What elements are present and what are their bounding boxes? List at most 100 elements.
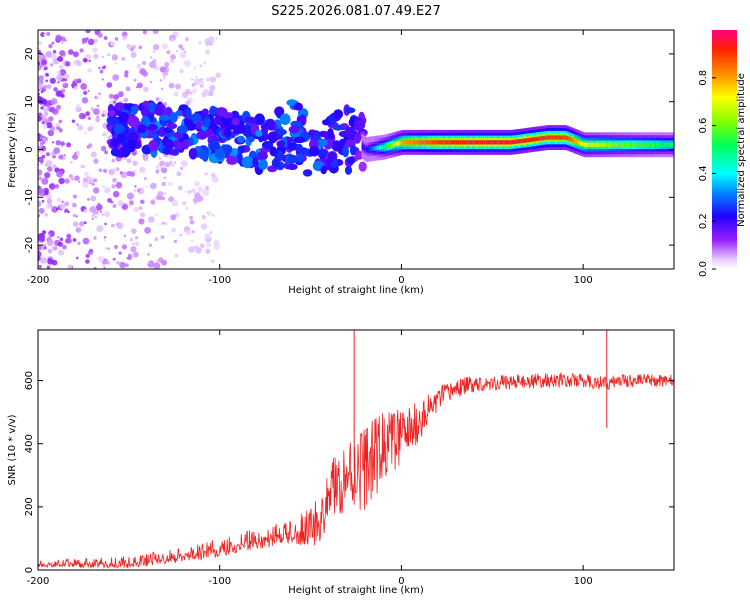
spectrogram-ridge-cell: [392, 142, 395, 147]
spectrogram-noise-cell: [75, 256, 79, 260]
spectrogram-noise-cell: [179, 69, 184, 74]
spectrogram-noise-cell: [55, 34, 62, 42]
spectrogram-noise-cell: [67, 210, 70, 214]
spectrogram-noise-cell: [107, 136, 111, 140]
spectrogram-blob: [344, 165, 353, 175]
spectrogram-noise-cell: [158, 223, 161, 226]
spectrogram-noise-cell: [46, 160, 53, 167]
spectrogram-noise-cell: [180, 167, 184, 170]
chart-title: S225.2026.081.07.49.E27: [271, 4, 440, 19]
spectrogram-noise-cell: [112, 74, 119, 81]
spectrogram-noise-cell: [130, 254, 135, 259]
spectrogram-noise-cell: [140, 189, 144, 193]
spectrogram-blob: [317, 138, 329, 147]
spectrogram-noise-cell: [42, 123, 48, 129]
spectrogram-noise-cell: [153, 262, 161, 269]
spectrogram-noise-cell: [100, 145, 107, 152]
spectrogram-noise-cell: [38, 87, 42, 91]
spectrogram-noise-cell: [97, 255, 104, 263]
spectrogram-noise-cell: [67, 264, 73, 269]
spectrogram-noise-cell: [210, 259, 215, 264]
snr-x-ticks: -200 -100 0 100: [27, 330, 593, 587]
spectrogram-blob: [271, 158, 281, 168]
spectrogram-noise-cell: [93, 236, 97, 240]
spectrogram-noise-cell: [86, 175, 90, 180]
spectrogram-ridge-cell: [660, 142, 663, 147]
spectrogram-noise-cell: [160, 235, 165, 240]
spectrogram-ridge-cell: [638, 142, 641, 147]
spectrogram-noise-cell: [170, 214, 177, 221]
spectrogram-noise-cell: [122, 37, 126, 41]
spectrogram-blob: [127, 139, 137, 148]
spectrogram-noise-cell: [87, 249, 94, 255]
spectrogram-blob: [118, 112, 129, 123]
spectrogram-noise-cell: [98, 66, 101, 70]
spectrogram-noise-cell: [62, 245, 66, 249]
spectrogram-noise-cell: [168, 196, 175, 203]
spectrogram-noise-cell: [84, 171, 89, 177]
spectrogram-ridge-cell: [385, 144, 388, 149]
spectrogram-ridge-cell: [564, 135, 567, 140]
spectrogram-noise-cell: [191, 88, 197, 94]
colorbar-label: Normalized spectral amplitude: [736, 73, 747, 227]
spectrogram-noise-cell: [109, 134, 113, 138]
spectrogram-blob: [110, 138, 120, 148]
spectrogram-noise-cell: [141, 60, 147, 66]
spectrogram-noise-cell: [204, 49, 210, 55]
spectrogram-ridge-cell: [387, 143, 391, 149]
spectrogram-noise-cell: [38, 244, 42, 251]
spectrogram-noise-cell: [187, 190, 192, 194]
spectrogram-noise-cell: [115, 62, 118, 65]
spectrogram-noise-cell: [171, 38, 174, 41]
spectrogram-noise-cell: [84, 131, 88, 135]
spectrogram-noise-cell: [41, 140, 46, 145]
spectrogram-noise-cell: [38, 61, 41, 66]
spectrogram-ridge-cell: [678, 143, 681, 147]
spectrogram-noise-cell: [38, 185, 41, 189]
spectrogram-blob: [173, 139, 184, 150]
spectrogram-blob: [295, 143, 303, 152]
spectrogram-noise-cell: [197, 195, 204, 202]
spectrogram-noise-cell: [155, 213, 158, 217]
spectrogram-noise-cell: [47, 129, 54, 137]
spectrogram-noise-cell: [101, 55, 105, 59]
spectrogram-noise-cell: [199, 64, 202, 67]
spectrogram-noise-cell: [104, 222, 107, 226]
spectrogram-noise-cell: [197, 186, 204, 193]
spectrogram-noise-cell: [133, 189, 137, 193]
spectrogram-noise-cell: [96, 115, 99, 119]
spectrogram-ridge-cell: [418, 140, 421, 145]
spectrogram-noise-cell: [101, 113, 105, 118]
spectrogram-ridge-cell: [647, 142, 650, 147]
spectrogram-noise-cell: [48, 116, 54, 122]
spectrogram-ridge-cell: [678, 135, 681, 154]
spectrogram-noise-cell: [41, 137, 47, 142]
spectrogram-noise-cell: [57, 81, 60, 84]
spectrogram-noise-cell: [38, 264, 42, 268]
spectrogram-ridge-cell: [507, 140, 510, 145]
spectrogram-noise-cell: [38, 157, 44, 164]
spectrogram-ridge-cell: [676, 132, 679, 157]
spectrogram-x-tick-label: 0: [398, 275, 404, 286]
spectrogram-ridge-cell: [549, 135, 552, 140]
spectrogram-noise-cell: [211, 175, 219, 183]
spectrogram-blob: [269, 146, 278, 157]
spectrogram-noise-cell: [57, 249, 65, 256]
spectrogram-blob: [208, 140, 220, 151]
spectrogram-noise-cell: [175, 49, 179, 53]
spectrogram-noise-cell: [38, 176, 42, 181]
spectrogram-noise-cell: [87, 126, 92, 132]
spectrogram-ridge-cell: [607, 142, 611, 147]
spectrogram-ridge-cell: [463, 140, 467, 145]
spectrogram-noise-cell: [183, 59, 191, 67]
spectrogram-ridge-cell: [518, 139, 521, 144]
spectrogram-noise-cell: [161, 43, 168, 50]
spectrogram-y-tick-label: 20: [24, 48, 35, 61]
spectrogram-ridge-cell: [559, 135, 563, 140]
spectrogram-noise-cell: [164, 61, 170, 68]
spectrogram-ridge-cell: [533, 137, 537, 142]
spectrogram-ridge-cell: [409, 140, 412, 145]
spectrogram-noise-cell: [212, 214, 215, 217]
spectrogram-noise-cell: [147, 253, 150, 256]
